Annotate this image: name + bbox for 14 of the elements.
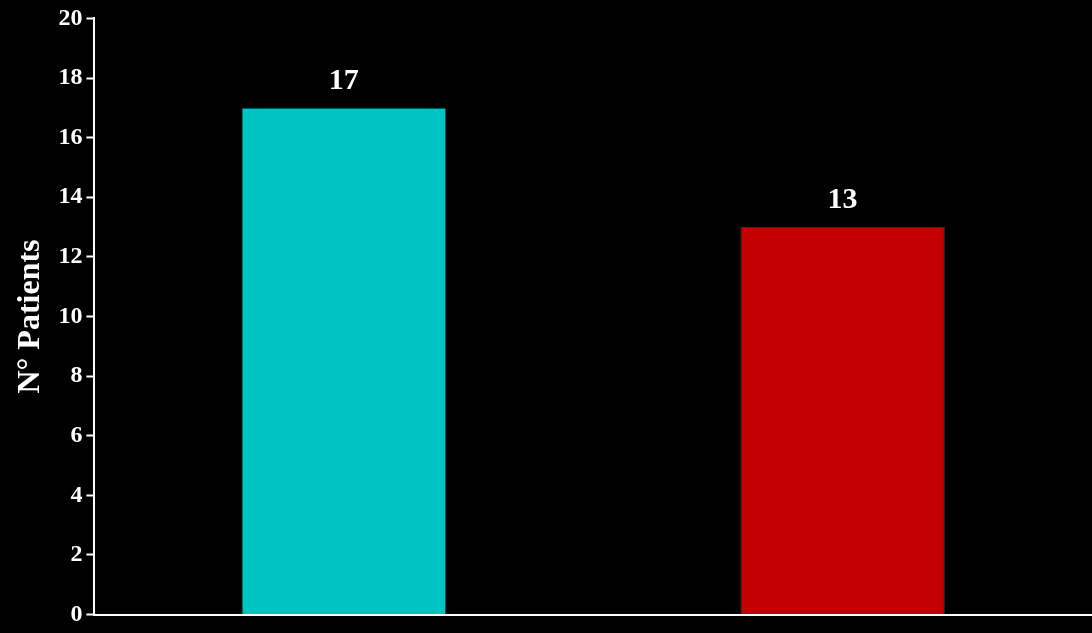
y-tick-label: 10: [58, 301, 83, 328]
y-tick-label: 14: [58, 182, 83, 209]
y-tick-label: 6: [70, 420, 83, 447]
y-tick-label: 0: [70, 599, 83, 626]
y-axis-title: N° Patients: [10, 239, 47, 394]
y-tick-label: 16: [58, 122, 83, 149]
y-tick-label: 4: [70, 480, 83, 507]
y-tick-label: 12: [58, 242, 83, 269]
data-label: 17: [328, 61, 359, 95]
y-tick-label: 20: [58, 3, 83, 30]
y-tick-label: 2: [70, 540, 83, 567]
data-label: 13: [827, 180, 858, 214]
y-tick-label: 8: [70, 361, 83, 388]
y-tick-label: 18: [58, 63, 83, 90]
